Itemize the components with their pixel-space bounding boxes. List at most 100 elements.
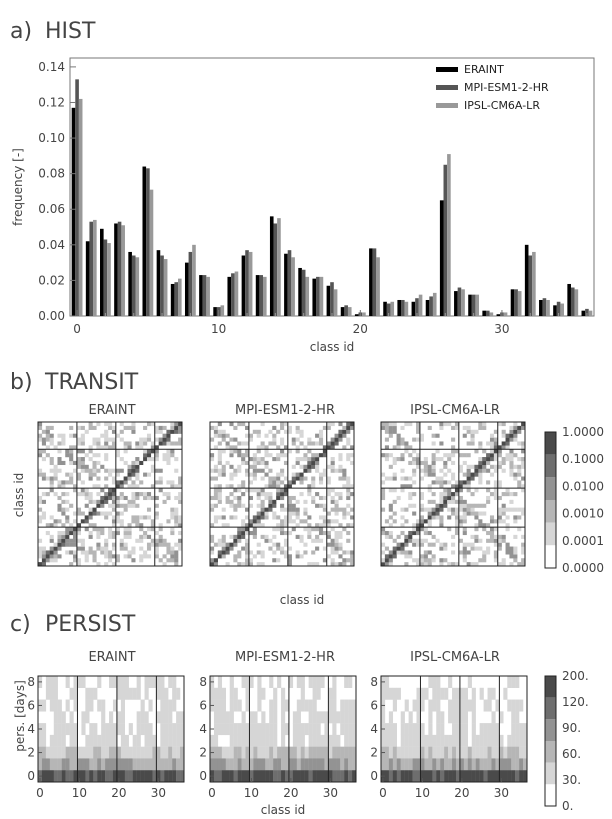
transit-cell [474, 503, 479, 508]
transit-cell [49, 515, 54, 520]
transit-cell [272, 441, 277, 446]
transit-cell [311, 476, 316, 481]
transit-cell [84, 550, 89, 555]
transit-cell [49, 488, 54, 493]
persist-cell [105, 746, 110, 759]
transit-cell [123, 530, 128, 536]
transit-cell [146, 542, 152, 547]
transit-cell [346, 492, 351, 497]
transit-cell [111, 499, 117, 504]
transit-cell [419, 476, 425, 481]
transit-cell [419, 492, 425, 497]
persist-cell [225, 723, 230, 736]
transit-cell [256, 460, 261, 466]
transit-cell [108, 492, 113, 497]
transit-cell [513, 558, 518, 563]
transit-cell [260, 507, 265, 512]
persist-cell [49, 687, 54, 700]
transit-cell [295, 445, 300, 450]
transit-cell [287, 484, 292, 489]
bar-MPI-ESM1-2-HR-2 [103, 239, 108, 316]
transit-cell [178, 437, 183, 442]
transit-cell [505, 457, 510, 462]
persist-cell [237, 699, 242, 712]
persist-cell [336, 734, 341, 747]
persist-cell [523, 770, 528, 783]
transit-cell [76, 511, 82, 516]
transit-cell [154, 429, 159, 434]
persist-cell [436, 723, 441, 736]
persist-cell [523, 746, 528, 759]
transit-cell [501, 538, 506, 543]
persist-cell [128, 746, 133, 759]
persist-cell [217, 758, 223, 771]
bar-ERAINT-33 [539, 299, 543, 316]
bar-MPI-ESM1-2-HR-34 [556, 301, 561, 316]
persist-title-1: ERAINT [88, 650, 135, 665]
transit-cell [330, 558, 335, 563]
persist-cell [120, 770, 126, 783]
persist-cell [467, 746, 472, 759]
transit-cell [384, 519, 389, 524]
transit-cell [233, 558, 238, 563]
transit-cell [174, 507, 179, 512]
transit-cell [307, 534, 312, 539]
transit-cell [166, 460, 171, 466]
transit-cell [489, 534, 495, 539]
transit-cell [334, 546, 339, 551]
persist-cell [463, 687, 469, 700]
transit-cell [73, 511, 78, 516]
persist-cell [428, 758, 433, 771]
transit-cell [96, 527, 101, 532]
transit-cell [221, 523, 226, 528]
bar-IPSL-CM6A-LR-8 [192, 244, 196, 316]
transit-cell [443, 546, 448, 551]
transit-cell [303, 464, 308, 469]
transit-cell [342, 527, 347, 532]
transit-cell [489, 453, 495, 458]
persist-cell [316, 723, 321, 736]
transit-cbar-seg [545, 432, 556, 455]
persist-cell [81, 746, 86, 759]
transit-cell [252, 429, 257, 434]
transit-cell [229, 472, 234, 477]
transit-cell [154, 538, 159, 543]
transit-cell [513, 554, 518, 559]
persist-cell [348, 711, 353, 724]
transit-cell [318, 495, 324, 501]
transit-cell [462, 550, 467, 555]
persist-cell [85, 758, 90, 771]
transit-cell [104, 422, 109, 427]
transit-cell [88, 476, 93, 481]
persist-cell [77, 758, 82, 771]
persist-cell [213, 758, 219, 771]
bar-ERAINT-4 [128, 251, 132, 316]
transit-cell [326, 464, 331, 469]
transit-cell [154, 515, 159, 520]
transit-cell [400, 515, 405, 520]
persist-cell [213, 746, 219, 759]
transit-cell [489, 464, 495, 469]
persist-cell [73, 676, 78, 688]
transit-cell [489, 527, 495, 532]
persist-ytick-label: 6 [370, 698, 378, 712]
transit-cell [482, 468, 487, 473]
transit-cell [154, 457, 159, 462]
transit-cell [221, 437, 226, 442]
persist-cell [455, 723, 461, 736]
transit-cell [65, 499, 70, 504]
persist-cell [452, 758, 457, 771]
bar-IPSL-CM6A-LR-5 [149, 189, 154, 316]
transit-cell [497, 519, 502, 524]
transit-cell [505, 445, 510, 450]
bar-ERAINT-5 [142, 166, 147, 316]
transit-cell [38, 515, 43, 520]
persist-cell [381, 758, 386, 771]
transit-cell [404, 476, 409, 481]
transit-cell [115, 484, 120, 489]
transit-title-3: IPSL-CM6A-LR [410, 403, 500, 418]
transit-cell [225, 433, 230, 438]
persist-cell [396, 758, 401, 771]
transit-cell [65, 527, 70, 532]
transit-cell [88, 499, 93, 504]
